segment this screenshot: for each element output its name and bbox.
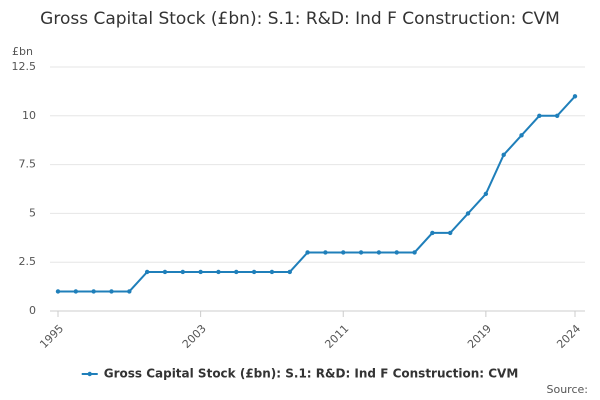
point (323, 250, 328, 255)
point (127, 289, 132, 294)
point (269, 269, 275, 275)
point (341, 250, 346, 255)
point (198, 269, 203, 275)
legend-item: Gross Capital Stock (£bn): S.1: R&D: Ind… (81, 367, 519, 381)
point (483, 191, 489, 197)
y-tick-label: 2.5 (19, 255, 37, 268)
point (144, 269, 150, 275)
y-unit: £bn (12, 45, 33, 58)
point (216, 269, 221, 275)
point (162, 269, 168, 275)
point (572, 94, 578, 99)
point (358, 250, 364, 255)
y-tick-label: 0 (29, 304, 36, 317)
chart-title: Gross Capital Stock (£bn): S.1: R&D: Ind… (40, 9, 560, 29)
point (412, 250, 417, 255)
legend-marker (87, 371, 92, 377)
point (554, 113, 560, 119)
x-tick-label: 2003 (180, 322, 209, 351)
point (448, 230, 453, 236)
y-tick-label: 12.5 (12, 60, 37, 73)
point (537, 113, 542, 119)
series-line (58, 95, 576, 293)
x-tick-label: 2019 (465, 322, 494, 351)
y-tick-label: 5 (29, 206, 36, 219)
point (109, 289, 114, 294)
y-tick-label: 10 (22, 109, 36, 122)
point (251, 269, 257, 275)
source: Source: (547, 383, 589, 396)
x-tick-label: 2011 (322, 322, 351, 351)
point (55, 289, 61, 294)
point (465, 211, 471, 216)
y-tick-label: 7.5 (19, 158, 37, 171)
x-tick-label: 1995 (37, 322, 66, 351)
point (501, 152, 506, 158)
point (394, 250, 399, 255)
point (430, 230, 435, 236)
point (73, 289, 79, 294)
x-tick-label: 2024 (554, 322, 583, 351)
point (180, 269, 185, 275)
point (234, 269, 239, 275)
legend-label: Gross Capital Stock (£bn): S.1: R&D: Ind… (104, 367, 519, 381)
point (519, 133, 524, 138)
point (287, 269, 292, 275)
point (376, 250, 382, 255)
point (305, 250, 310, 255)
point (91, 289, 96, 294)
